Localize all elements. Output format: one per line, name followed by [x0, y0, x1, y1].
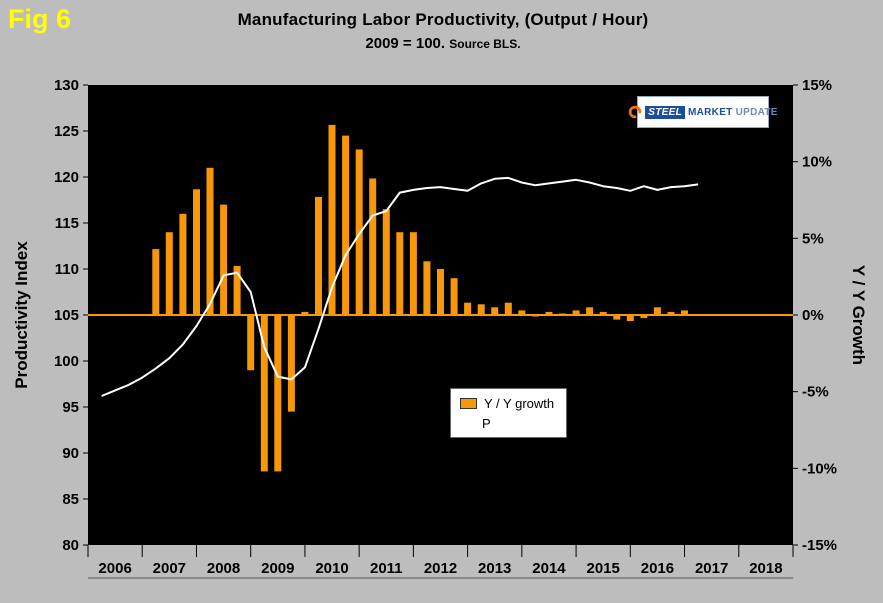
growth-bar [491, 307, 499, 315]
productivity-line [101, 176, 699, 397]
y-tick-label-right: 5% [802, 230, 824, 247]
y-tick-label-right: -10% [802, 460, 837, 477]
growth-bar [599, 311, 607, 315]
y-tick-label-left: 110 [55, 261, 79, 278]
growth-bar [681, 310, 688, 315]
x-tick-label: 2010 [315, 560, 348, 577]
y-tick-label-left: 80 [62, 537, 79, 554]
x-tick-label: 2018 [749, 560, 782, 577]
growth-bar [369, 178, 377, 315]
growth-bar [206, 167, 214, 315]
x-tick-label: 2009 [261, 560, 294, 577]
growth-bar [274, 315, 282, 472]
growth-bar [423, 261, 431, 315]
legend: Y / Y growth P [450, 388, 568, 438]
x-tick-label: 2016 [641, 560, 674, 577]
figure-label: Fig 6 [8, 4, 72, 34]
growth-bar [437, 269, 444, 315]
chart-title: Manufacturing Labor Productivity, (Outpu… [237, 10, 649, 29]
growth-bar [572, 310, 580, 315]
growth-bar [464, 302, 472, 315]
growth-bar [626, 315, 634, 322]
growth-bar [477, 304, 485, 315]
x-tick-label: 2017 [695, 560, 728, 577]
growth-bar [260, 315, 268, 472]
growth-bar [152, 249, 160, 315]
y-tick-label-right: -5% [802, 384, 829, 401]
y-tick-label-left: 120 [54, 169, 79, 186]
y-tick-label-right: 10% [802, 154, 832, 171]
left-axis-title: Productivity Index [12, 241, 31, 389]
growth-bar [667, 311, 675, 315]
y-tick-label-left: 125 [54, 123, 79, 140]
logo-word-steel: STEEL [645, 105, 685, 119]
growth-bar [355, 149, 363, 315]
growth-bar [287, 315, 295, 412]
growth-bar [165, 232, 173, 315]
x-tick-label: 2014 [532, 560, 566, 577]
y-tick-label-left: 100 [54, 353, 79, 370]
x-tick-label: 2013 [478, 560, 511, 577]
growth-bar [653, 307, 661, 315]
x-tick-label: 2015 [587, 560, 620, 577]
y-tick-label-left: 105 [54, 307, 79, 324]
growth-bar [301, 311, 309, 315]
growth-bar [504, 302, 512, 315]
logo-word-market: MARKET [688, 106, 733, 118]
y-tick-label-left: 115 [55, 215, 79, 232]
line-swatch-icon [460, 419, 475, 428]
legend-entry-productivity: P [460, 416, 554, 431]
bar-swatch-icon [460, 398, 477, 409]
growth-bar [382, 209, 390, 315]
x-tick-label: 2008 [207, 560, 240, 577]
growth-bar [450, 278, 458, 315]
growth-bar [613, 315, 621, 320]
y-tick-label-left: 90 [62, 445, 79, 462]
subtitle-index-base: 2009 = 100. [365, 35, 446, 52]
steel-market-update-logo: STEEL MARKET UPDATE [629, 96, 777, 128]
right-axis-title: Y / Y Growth [849, 264, 868, 366]
growth-bar [328, 124, 336, 316]
y-tick-label-left: 130 [54, 77, 79, 94]
logo-swoosh-icon [629, 105, 642, 119]
logo-word-update: UPDATE [735, 106, 778, 118]
growth-bar [220, 204, 228, 315]
y-tick-label-right: 15% [802, 77, 832, 94]
growth-bar [179, 213, 187, 315]
y-tick-label-left: 85 [62, 491, 79, 508]
growth-bar [233, 265, 241, 315]
y-tick-label-right: -15% [802, 537, 837, 554]
growth-bar [586, 307, 594, 315]
growth-bar [640, 315, 648, 319]
title-block: Manufacturing Labor Productivity, (Outpu… [90, 10, 796, 52]
legend-label-productivity: P [482, 416, 491, 431]
growth-bar [315, 196, 322, 315]
y-tick-label-left: 95 [62, 399, 79, 416]
legend-entry-growth: Y / Y growth [460, 396, 554, 411]
growth-bar [247, 315, 255, 371]
growth-bar [193, 189, 200, 315]
growth-bar [545, 311, 553, 315]
chart-subtitle: 2009 = 100. Source BLS. [90, 35, 796, 52]
x-tick-label: 2007 [153, 560, 186, 577]
growth-bar [396, 232, 404, 315]
growth-bar [342, 135, 350, 315]
growth-bar [518, 310, 526, 315]
growth-bar [409, 232, 417, 315]
x-tick-label: 2011 [370, 560, 403, 577]
y-tick-label-right: 0% [802, 307, 824, 324]
x-tick-label: 2012 [424, 560, 457, 577]
subtitle-source-note: Source BLS. [449, 37, 521, 51]
legend-label-growth: Y / Y growth [484, 396, 555, 411]
x-tick-label: 2006 [98, 560, 131, 577]
